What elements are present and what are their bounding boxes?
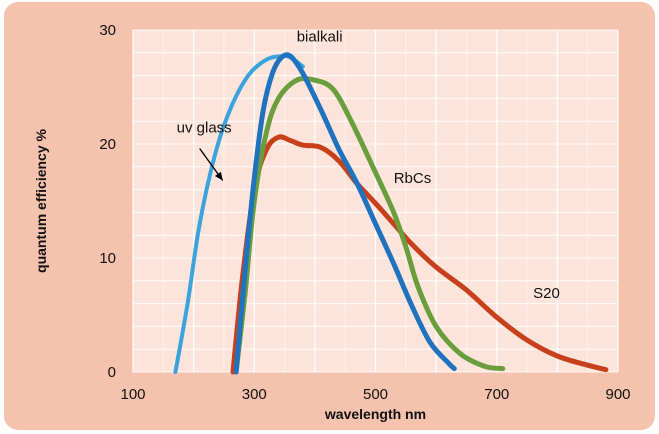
- tick-labels: 100 300 500 700 900 0 10 20 30: [99, 22, 630, 403]
- series-label-s20: S20: [533, 285, 560, 302]
- x-tick-label: 900: [605, 386, 630, 403]
- x-tick-label: 500: [363, 386, 388, 403]
- series-label-rbcs: RbCs: [394, 170, 432, 187]
- series-label-bialkali: bialkali: [297, 28, 343, 45]
- y-axis-title: quantum efficiency %: [33, 128, 49, 272]
- series-line-rbcs: [233, 75, 506, 375]
- series-layer: [173, 52, 609, 375]
- x-axis-title: wavelength nm: [324, 406, 426, 422]
- x-tick-label: 300: [242, 386, 267, 403]
- annotation-arrows: [199, 148, 224, 181]
- x-tick-label: 700: [484, 386, 509, 403]
- y-tick-label: 30: [99, 22, 116, 39]
- y-tick-label: 0: [108, 364, 116, 381]
- series-label-uv-glass: uv glass: [177, 120, 232, 137]
- series-line-bialkali: [233, 52, 457, 375]
- x-tick-label: 100: [120, 386, 145, 403]
- y-tick-label: 20: [99, 136, 116, 153]
- uv-glass-arrow-head: [214, 171, 223, 181]
- y-tick-label: 10: [99, 250, 116, 267]
- series-labels: bialkali RbCs S20 uv glass: [177, 28, 560, 302]
